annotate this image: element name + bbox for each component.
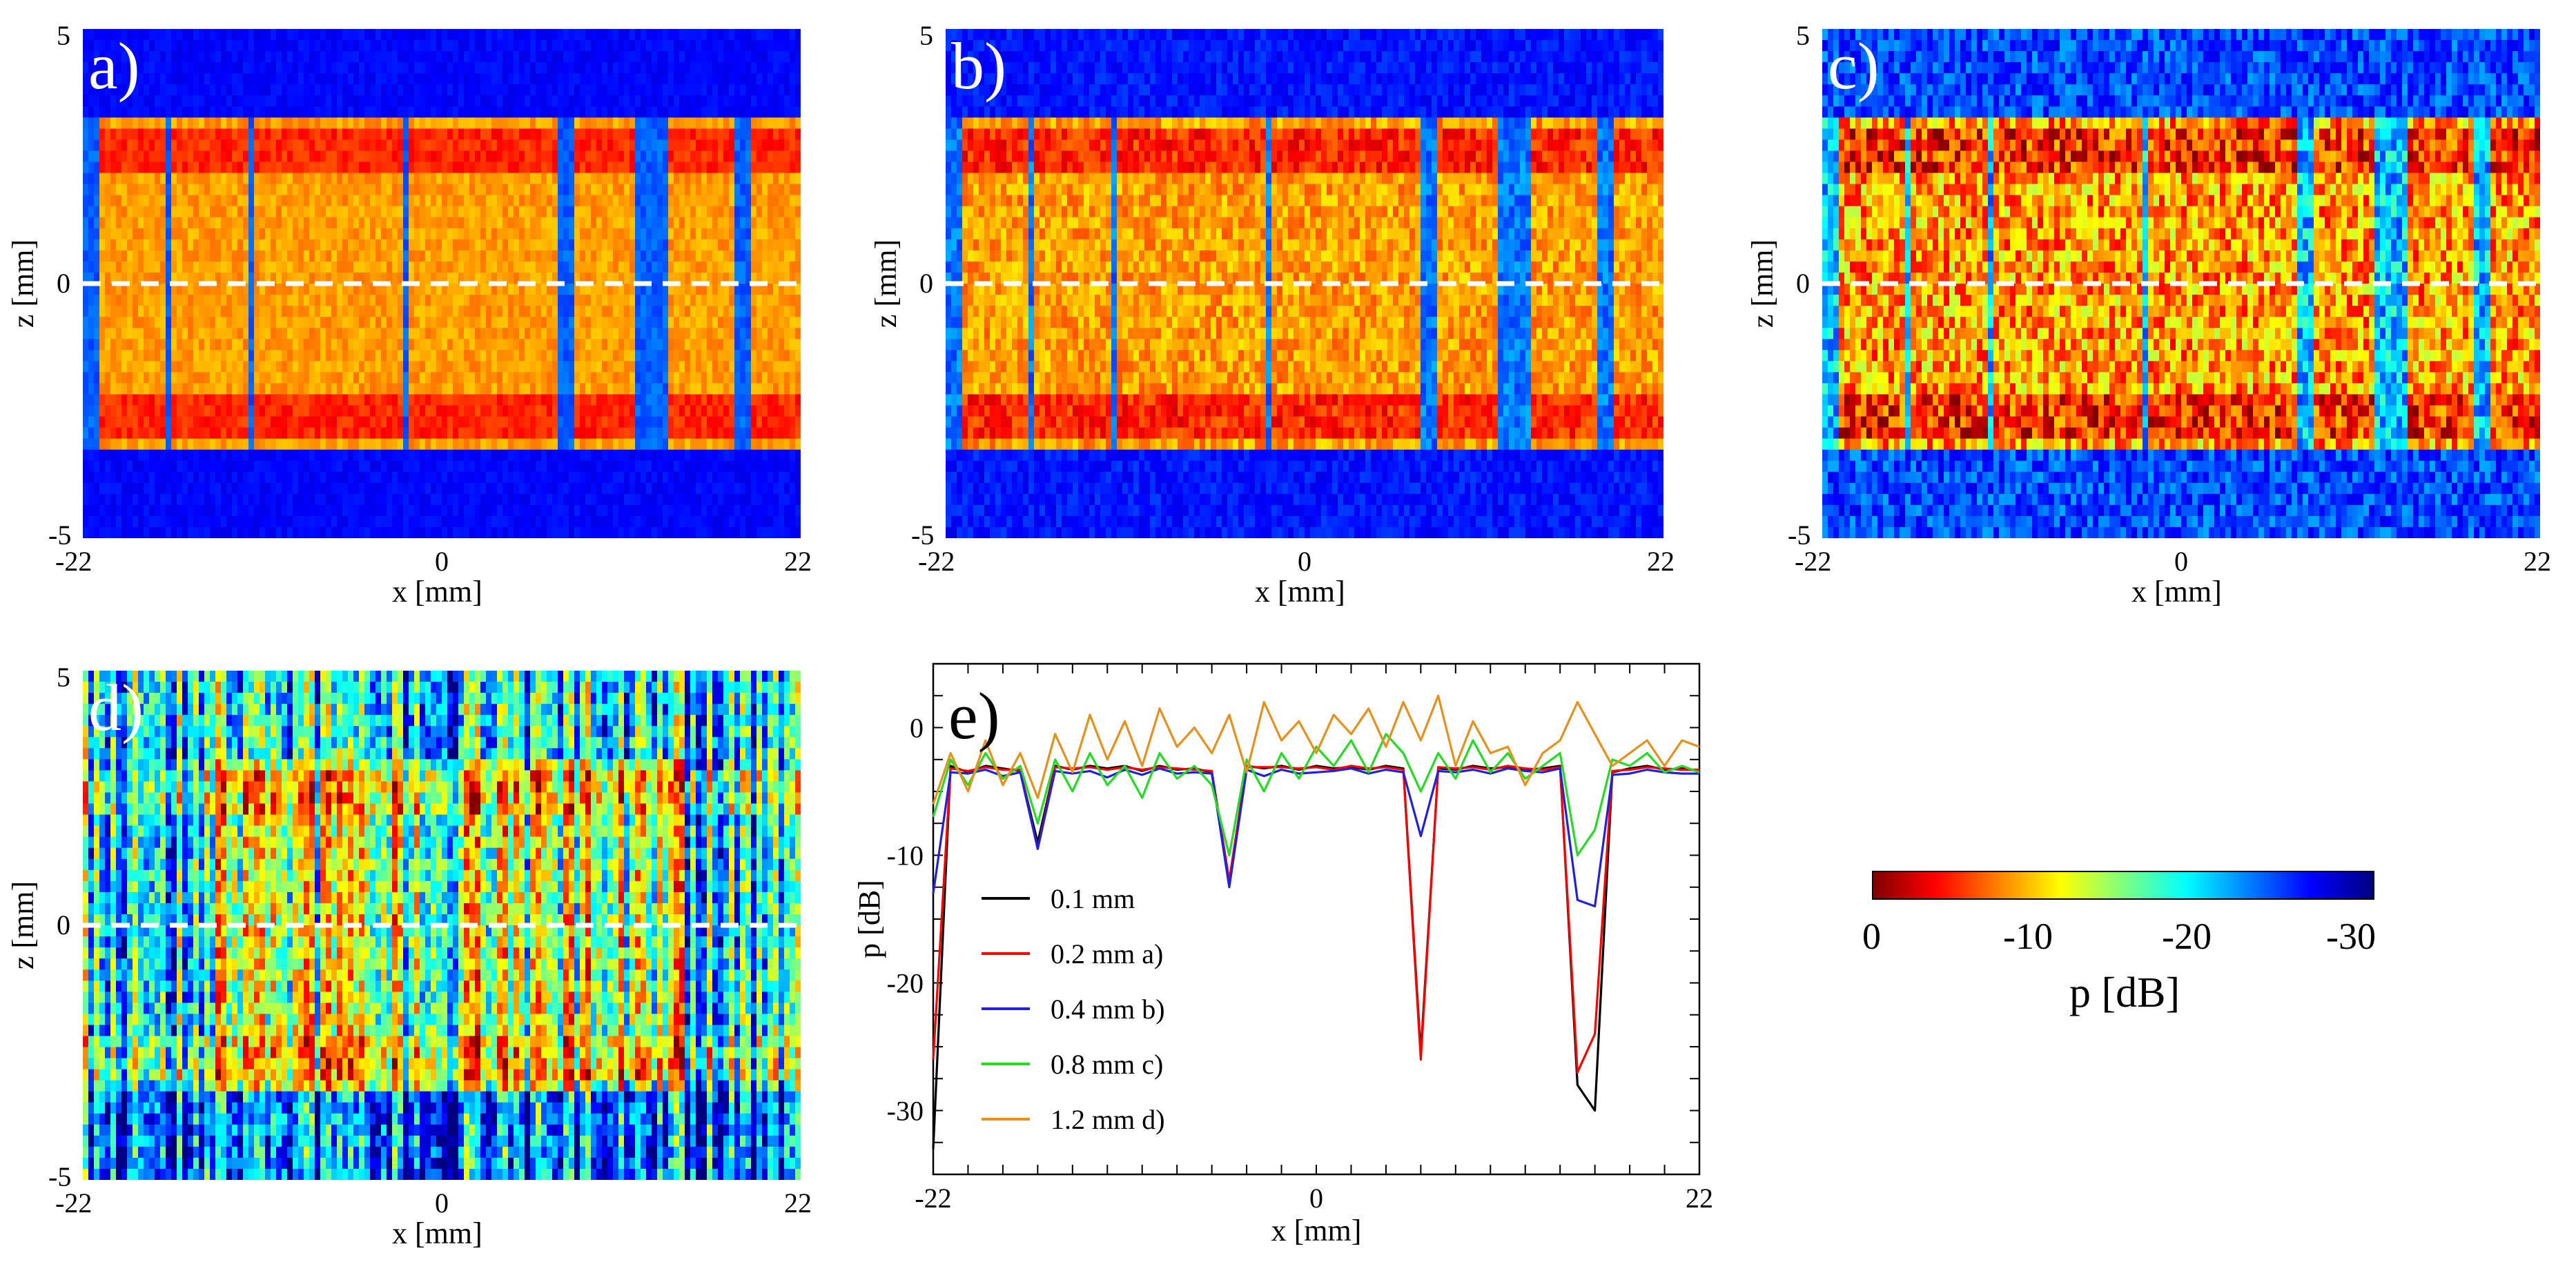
legend-label-0: 0.1 mm <box>1051 883 1135 914</box>
series-line-1 <box>932 765 1699 1074</box>
ylabel-e: p [dB] <box>852 880 886 958</box>
xtick-mid-c: 0 <box>2174 548 2188 575</box>
ytick-e-0: 0 <box>910 713 924 744</box>
xtick-right-b: 22 <box>1647 548 1675 575</box>
ytick-bottom-b: -5 <box>911 522 934 549</box>
plot-frame-e <box>932 662 1701 1176</box>
panel-letter-d: d) <box>88 675 144 741</box>
xlabel-d: x [mm] <box>392 1219 482 1249</box>
series-line-3 <box>932 733 1700 857</box>
series-line-2 <box>932 767 1699 908</box>
ytick-bottom-a: -5 <box>48 522 71 549</box>
colorbar-tick-0: 0 <box>1862 918 1881 955</box>
ytick-bottom-c: -5 <box>1788 522 1811 549</box>
xtick-right-a: 22 <box>784 548 812 575</box>
ylabel-c: z [mm] <box>1746 239 1779 328</box>
xtick-left-d: -22 <box>55 1190 92 1217</box>
colorbar-title: p [dB] <box>2069 972 2180 1014</box>
ylabel-d: z [mm] <box>6 881 40 969</box>
heatmap-c <box>1822 29 2540 538</box>
colorbar-tick-2: -20 <box>2162 918 2212 955</box>
panel-letter-a: a) <box>88 33 140 99</box>
ytick-top-d: 5 <box>57 664 70 691</box>
series-line-0 <box>932 765 1700 1150</box>
ytick-bottom-d: -5 <box>48 1163 71 1191</box>
xtick-left-a: -22 <box>55 548 92 575</box>
panel-letter-b: b) <box>951 33 1006 99</box>
xtick-e-2: 22 <box>1686 1183 1713 1214</box>
colorbar <box>1872 871 2374 900</box>
xtick-e-1: 0 <box>1309 1183 1323 1214</box>
xtick-right-d: 22 <box>784 1190 812 1217</box>
ytick-e-2: -20 <box>887 968 924 999</box>
colorbar-gradient <box>1872 871 2374 900</box>
heatmap-d <box>83 671 801 1180</box>
panel-letter-e: e) <box>948 679 1000 753</box>
xtick-left-c: -22 <box>1795 548 1831 575</box>
ylabel-a: z [mm] <box>6 239 40 328</box>
xlabel-b: x [mm] <box>1255 577 1345 607</box>
xlabel-c: x [mm] <box>2131 577 2222 607</box>
legend-label-4: 1.2 mm d) <box>1051 1104 1165 1135</box>
ytick-top-a: 5 <box>57 22 70 50</box>
panel-letter-c: c) <box>1828 33 1880 99</box>
xtick-e-0: -22 <box>915 1183 951 1214</box>
legend-label-1: 0.2 mm a) <box>1051 938 1163 969</box>
legend-label-2: 0.4 mm b) <box>1051 994 1165 1025</box>
ylabel-b: z [mm] <box>869 239 903 328</box>
colorbar-tick-1: -10 <box>2003 918 2053 955</box>
xtick-right-c: 22 <box>2524 548 2551 575</box>
heatmap-b <box>946 29 1663 538</box>
ytick-mid-d: 0 <box>57 911 70 939</box>
ytick-top-b: 5 <box>919 22 933 50</box>
xtick-left-b: -22 <box>918 548 955 575</box>
xlabel-e: x [mm] <box>1271 1214 1362 1248</box>
xtick-mid-d: 0 <box>435 1190 449 1217</box>
xtick-mid-a: 0 <box>435 548 449 575</box>
ytick-mid-b: 0 <box>919 270 933 297</box>
xtick-mid-b: 0 <box>1298 548 1311 575</box>
ytick-mid-c: 0 <box>1796 270 1810 297</box>
ytick-top-c: 5 <box>1796 22 1810 50</box>
series-line-4 <box>932 694 1700 805</box>
ytick-e-1: -10 <box>887 840 924 871</box>
ytick-e-3: -30 <box>887 1096 924 1127</box>
legend-label-3: 0.8 mm c) <box>1051 1049 1163 1080</box>
ytick-mid-a: 0 <box>57 270 70 297</box>
heatmap-a <box>83 29 801 538</box>
colorbar-tick-3: -30 <box>2326 918 2376 955</box>
xlabel-a: x [mm] <box>392 577 482 607</box>
